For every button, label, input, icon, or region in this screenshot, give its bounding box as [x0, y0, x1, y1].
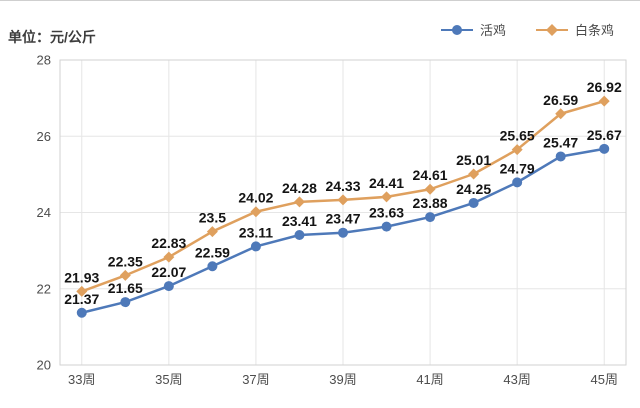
data-point-marker[interactable]	[599, 143, 610, 154]
data-point-marker[interactable]	[468, 197, 479, 208]
data-point-marker[interactable]	[120, 297, 131, 308]
x-axis-tick-label: 41周	[416, 372, 443, 387]
data-point-label: 22.35	[108, 253, 143, 269]
data-point-label: 22.07	[151, 264, 186, 280]
data-point-label: 23.47	[325, 211, 360, 227]
data-point-label: 21.65	[108, 280, 143, 296]
top-divider	[0, 0, 640, 1]
legend: 活鸡 白条鸡	[440, 20, 614, 39]
x-axis-tick-label: 35周	[155, 372, 182, 387]
data-point-label: 25.67	[587, 127, 622, 143]
data-point-label: 23.88	[413, 195, 448, 211]
y-axis-tick-label: 24	[37, 205, 51, 220]
data-point-label: 25.65	[500, 128, 535, 144]
data-point-label: 22.59	[195, 244, 230, 260]
data-point-marker[interactable]	[76, 285, 88, 297]
data-point-label: 23.63	[369, 205, 404, 221]
data-point-marker[interactable]	[598, 95, 610, 107]
plot-border	[59, 59, 627, 366]
legend-item-dressed-chicken[interactable]: 白条鸡	[535, 20, 614, 39]
data-point-label: 24.25	[456, 181, 491, 197]
line-diamond-marker-icon	[535, 23, 568, 36]
data-point-marker[interactable]	[250, 206, 262, 218]
data-point-marker[interactable]	[250, 241, 261, 252]
legend-label-live-chicken: 活鸡	[479, 23, 506, 38]
data-point-label: 21.37	[64, 291, 99, 307]
data-point-label: 25.47	[543, 134, 578, 150]
data-point-label: 23.11	[239, 224, 273, 240]
data-point-marker[interactable]	[555, 108, 567, 120]
data-point-label: 24.02	[238, 190, 273, 206]
y-axis-tick-label: 28	[37, 53, 51, 68]
data-point-marker[interactable]	[163, 281, 174, 292]
x-axis-tick-label: 37周	[242, 372, 269, 387]
x-axis-tick-label: 45周	[590, 372, 617, 387]
y-axis-tick-label: 26	[37, 129, 51, 144]
data-point-marker[interactable]	[206, 226, 218, 238]
data-point-marker[interactable]	[207, 261, 218, 272]
data-point-marker[interactable]	[163, 251, 175, 263]
data-point-marker[interactable]	[76, 307, 87, 318]
data-point-label: 26.92	[587, 79, 622, 95]
data-point-marker[interactable]	[425, 212, 436, 223]
data-point-marker[interactable]	[293, 196, 305, 208]
x-axis-tick-label: 43周	[503, 372, 530, 387]
data-point-label: 22.83	[151, 235, 186, 251]
data-point-marker[interactable]	[381, 221, 392, 232]
data-point-marker[interactable]	[119, 269, 131, 281]
data-point-marker[interactable]	[294, 229, 305, 240]
data-point-marker[interactable]	[512, 177, 523, 188]
y-axis-tick-label: 22	[37, 281, 51, 296]
legend-label-dressed-chicken: 白条鸡	[574, 23, 614, 38]
data-point-marker[interactable]	[381, 191, 393, 203]
data-point-label: 24.28	[282, 180, 317, 196]
data-point-label: 23.5	[199, 210, 226, 226]
x-axis-tick-label: 33周	[68, 372, 95, 387]
data-point-label: 23.41	[282, 213, 317, 229]
data-point-label: 24.79	[500, 160, 535, 176]
data-point-label: 24.61	[413, 167, 448, 183]
legend-item-live-chicken[interactable]: 活鸡	[440, 20, 506, 39]
data-point-marker[interactable]	[424, 183, 436, 195]
data-point-marker[interactable]	[511, 144, 523, 156]
data-point-marker[interactable]	[468, 168, 480, 180]
data-point-marker[interactable]	[555, 151, 566, 162]
data-point-label: 24.41	[369, 175, 404, 191]
data-point-label: 26.59	[543, 92, 578, 108]
x-axis-tick-label: 39周	[329, 372, 356, 387]
data-point-label: 24.33	[325, 178, 360, 194]
data-point-label: 21.93	[64, 269, 99, 285]
line-circle-marker-icon	[440, 24, 473, 35]
data-point-marker[interactable]	[338, 227, 348, 238]
data-point-label: 25.01	[456, 152, 491, 168]
y-axis-tick-label: 20	[37, 358, 51, 373]
unit-label: 单位：元/公斤	[8, 29, 96, 45]
data-point-marker[interactable]	[337, 194, 349, 206]
